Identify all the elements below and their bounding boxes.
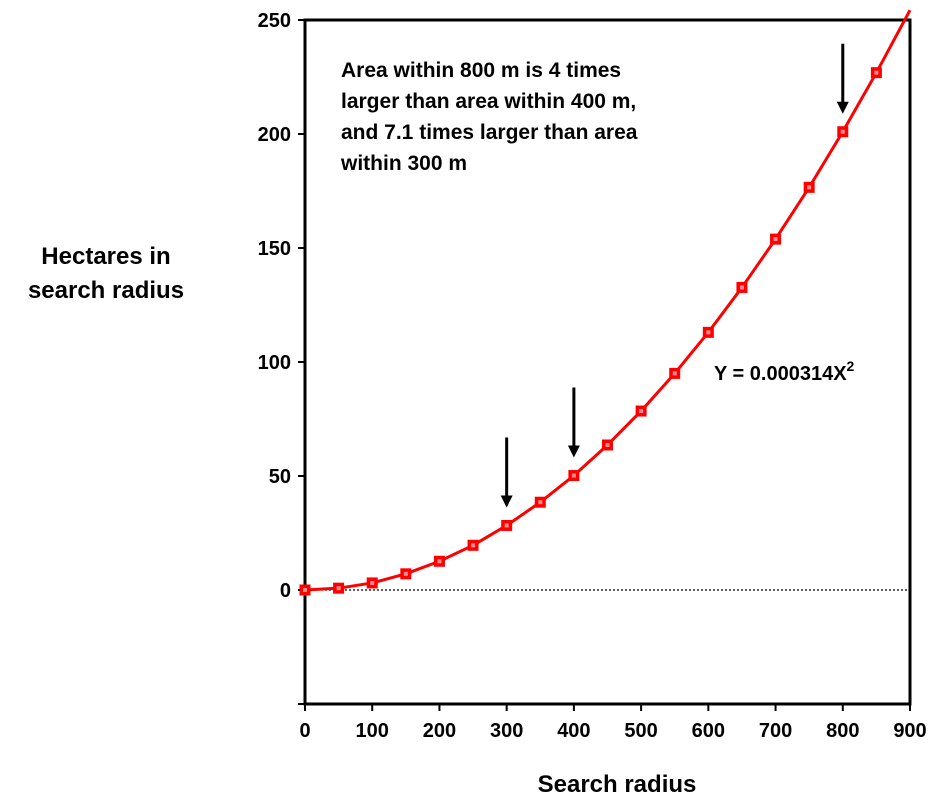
data-point-highlight [571,473,576,478]
axis-ticks: 0 100 200 300 400 500 600 700 800 900 0 50 100 150 200… [258,10,927,742]
arrow-head [567,445,580,458]
y-tick-label: 100 [258,352,291,374]
data-point-highlight [874,70,879,75]
x-tick-label: 500 [624,720,657,742]
annotation-line-1: Area within 800 m is 4 times [341,59,621,82]
data-point-highlight [336,586,341,591]
data-point-highlight [840,129,845,134]
data-point-highlight [739,285,744,290]
arrow-head [836,101,849,114]
annotation-line-4: within 300 m [340,152,467,175]
data-series [299,9,912,596]
data-point-highlight [504,523,509,528]
equation-label: Y = 0.000314X2 [714,358,855,385]
y-tick-label: 200 [258,124,291,146]
data-point-highlight [303,588,307,592]
annotation-arrows [500,43,849,508]
arrow-head [500,495,513,508]
y-axis-title-line-1: Hectares in [41,243,170,270]
data-point-highlight [403,571,408,576]
x-tick-label: 100 [356,720,389,742]
data-point-highlight [538,500,543,505]
x-tick-label: 900 [893,720,926,742]
x-axis-title: Search radius [538,771,697,798]
y-axis-title-line-2: search radius [28,277,184,304]
x-tick-label: 700 [759,720,792,742]
data-point-highlight [773,237,778,242]
data-point-highlight [807,185,812,190]
annotation-line-2: larger than area within 400 m, [341,90,636,113]
x-tick-label: 200 [423,720,456,742]
y-tick-label: 0 [280,580,291,602]
x-tick-label: 300 [490,720,523,742]
x-tick-label: 400 [557,720,590,742]
data-point-highlight [370,580,375,585]
annotation-line-3: and 7.1 times larger than area [341,121,638,144]
data-point-highlight [639,409,644,414]
x-tick-label: 600 [692,720,725,742]
x-tick-label: 0 [299,720,310,742]
data-point-highlight [672,371,677,376]
data-point-highlight [605,442,610,447]
data-point-highlight [437,559,442,564]
data-point-highlight [471,543,476,548]
y-tick-label: 150 [258,238,291,260]
x-tick-label: 800 [826,720,859,742]
equation-main: Y = 0.000314X [714,363,847,385]
y-tick-label: 50 [269,466,291,488]
equation-exponent: 2 [847,358,855,374]
y-tick-label: 250 [258,10,291,32]
data-point-highlight [706,330,711,335]
